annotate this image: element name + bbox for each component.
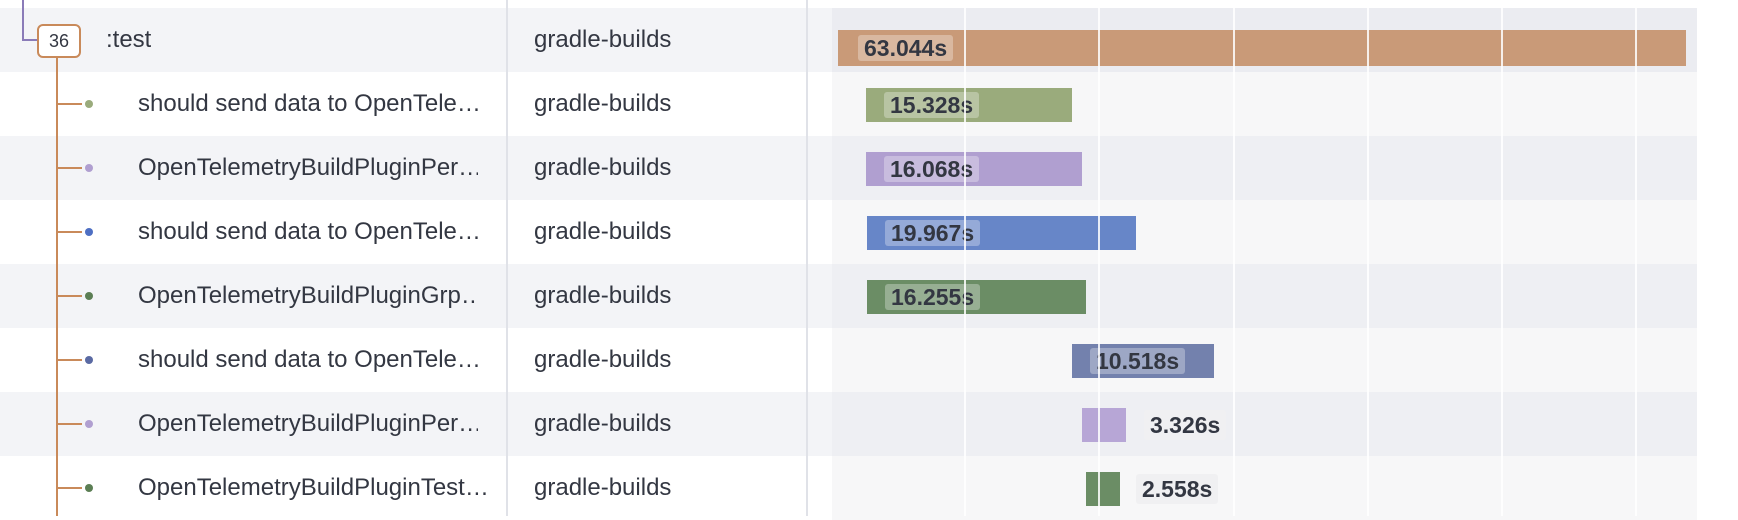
project-name: gradle-builds xyxy=(534,410,672,437)
task-row[interactable]: should send data to OpenTele… gradle-bui… xyxy=(0,72,1738,136)
timeline-gridline xyxy=(1635,8,1637,516)
project-name: gradle-builds xyxy=(534,90,672,117)
timeline-gridline xyxy=(1098,8,1100,516)
timeline-gridline xyxy=(964,8,966,516)
purple-dot-icon xyxy=(85,164,93,172)
duration-bar[interactable]: 16.255s xyxy=(867,280,1086,314)
task-name: should send data to OpenTele… xyxy=(138,346,478,373)
timeline-gridline xyxy=(1233,8,1235,516)
duration-label: 16.068s xyxy=(884,156,980,182)
tree-connector xyxy=(58,295,82,297)
project-name: gradle-builds xyxy=(534,26,672,53)
green-dot-icon xyxy=(85,292,93,300)
column-divider[interactable] xyxy=(506,0,508,516)
child-count-badge[interactable]: 36 xyxy=(37,24,81,58)
duration-bar[interactable]: 19.967s xyxy=(867,216,1136,250)
purple-dot-icon xyxy=(85,420,93,428)
tree-connector xyxy=(56,54,58,516)
tree-connector xyxy=(58,359,82,361)
task-row[interactable]: should send data to OpenTele… gradle-bui… xyxy=(0,200,1738,264)
timeline-gridline xyxy=(1501,8,1503,516)
tree-connector xyxy=(22,0,24,40)
duration-label: 2.558s xyxy=(1136,474,1219,504)
task-name: OpenTelemetryBuildPluginPer… xyxy=(138,154,478,181)
task-name: OpenTelemetryBuildPluginGrp… xyxy=(138,282,478,309)
tree-connector xyxy=(58,103,82,105)
task-row[interactable]: OpenTelemetryBuildPluginPer… gradle-buil… xyxy=(0,392,1738,456)
tree-connector xyxy=(22,39,38,41)
duration-bar[interactable] xyxy=(1082,408,1126,442)
duration-bar[interactable]: 15.328s xyxy=(866,88,1072,122)
timeline-gridline xyxy=(1367,8,1369,516)
tree-connector xyxy=(58,487,82,489)
green-dot-icon xyxy=(85,100,93,108)
duration-label: 63.044s xyxy=(858,35,954,61)
project-name: gradle-builds xyxy=(534,474,672,501)
task-row[interactable]: OpenTelemetryBuildPluginGrp… gradle-buil… xyxy=(0,264,1738,328)
duration-bar[interactable]: 10.518s xyxy=(1072,344,1214,378)
task-name: OpenTelemetryBuildPluginPer… xyxy=(138,410,478,437)
duration-label: 15.328s xyxy=(884,92,980,118)
duration-label: 10.518s xyxy=(1090,348,1186,374)
duration-label: 3.326s xyxy=(1144,410,1227,440)
task-row-parent[interactable]: :test gradle-builds 63.044s xyxy=(0,8,1738,72)
project-name: gradle-builds xyxy=(534,282,672,309)
task-name: should send data to OpenTele… xyxy=(138,218,478,245)
tree-connector xyxy=(58,423,82,425)
tree-connector xyxy=(58,167,82,169)
column-divider[interactable] xyxy=(806,0,808,516)
navy-dot-icon xyxy=(85,356,93,364)
blue-dot-icon xyxy=(85,228,93,236)
duration-bar[interactable]: 16.068s xyxy=(866,152,1082,186)
task-name: OpenTelemetryBuildPluginTest… xyxy=(138,474,488,501)
duration-bar[interactable] xyxy=(1086,472,1120,506)
project-name: gradle-builds xyxy=(534,346,672,373)
project-name: gradle-builds xyxy=(534,154,672,181)
project-name: gradle-builds xyxy=(534,218,672,245)
task-row[interactable]: should send data to OpenTele… gradle-bui… xyxy=(0,328,1738,392)
green-dot-icon xyxy=(85,484,93,492)
duration-bar[interactable]: 63.044s xyxy=(838,30,1686,66)
tree-connector xyxy=(58,231,82,233)
task-row[interactable]: OpenTelemetryBuildPluginTest… gradle-bui… xyxy=(0,456,1738,520)
task-name: :test xyxy=(106,26,152,53)
task-name: should send data to OpenTele… xyxy=(138,90,478,117)
task-row[interactable]: OpenTelemetryBuildPluginPer… gradle-buil… xyxy=(0,136,1738,200)
